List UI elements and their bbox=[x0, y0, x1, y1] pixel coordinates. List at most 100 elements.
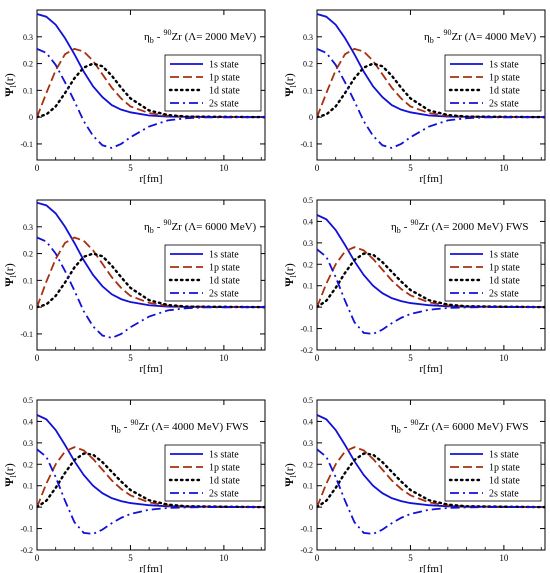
legend-label-1p: 1p state bbox=[209, 463, 240, 474]
y-tick-label: 0 bbox=[29, 503, 33, 512]
chart-panel-5: 0 5 10 -0.2 -0.1 0 0.1 0.2 0.3 0.4 0.5 r[fm] Ψl(r) ηb… bbox=[2, 396, 266, 573]
y-tick-label: 0.5 bbox=[23, 396, 33, 405]
series-line-1p bbox=[37, 446, 265, 509]
y-tick-label: 0.1 bbox=[23, 86, 33, 95]
x-axis-label: r[fm] bbox=[419, 563, 442, 573]
series-line-1s bbox=[37, 201, 265, 309]
y-axis-label: Ψl(r) bbox=[282, 73, 298, 97]
chart-title: ηb -90Zr (Λ= 6000 MeV) FWS bbox=[391, 418, 529, 435]
legend-label-2s: 2s state bbox=[209, 489, 239, 500]
x-axis-label: r[fm] bbox=[139, 173, 162, 185]
y-tick-label: 0.2 bbox=[23, 460, 33, 469]
series-line-1p bbox=[317, 47, 545, 119]
y-tick-label: -0.2 bbox=[300, 546, 313, 555]
y-tick-label: 0.1 bbox=[303, 282, 313, 291]
y-tick-label: 0.3 bbox=[303, 239, 313, 248]
x-axis-label: r[fm] bbox=[139, 363, 162, 375]
series-line-1d bbox=[317, 62, 545, 119]
x-tick-label: 0 bbox=[315, 163, 320, 173]
series-line-1d bbox=[37, 62, 265, 119]
plot-frame bbox=[316, 9, 546, 161]
y-axis-label: Ψl(r) bbox=[282, 263, 298, 287]
y-tick-label: 0.4 bbox=[303, 417, 313, 426]
legend-label-1p: 1p state bbox=[209, 263, 240, 274]
x-tick-label: 10 bbox=[219, 553, 229, 563]
plot-frame bbox=[36, 199, 266, 351]
y-tick-label: 0.1 bbox=[303, 482, 313, 491]
legend-label-2s: 2s state bbox=[489, 99, 519, 110]
y-tick-label: 0.4 bbox=[23, 417, 33, 426]
series-line-1s bbox=[317, 13, 545, 119]
y-tick-label: 0.1 bbox=[303, 86, 313, 95]
series-line-1s bbox=[37, 13, 265, 119]
chart-title: ηb -90Zr (Λ= 4000 MeV) bbox=[424, 28, 537, 45]
legend-label-1s: 1s state bbox=[209, 250, 239, 261]
x-axis-label: r[fm] bbox=[419, 173, 442, 185]
y-axis-label: Ψl(r) bbox=[2, 263, 18, 287]
x-axis-label: r[fm] bbox=[139, 563, 162, 573]
y-tick-label: 0.3 bbox=[23, 439, 33, 448]
y-tick-label: 0.2 bbox=[23, 60, 33, 69]
chart-title: ηb -90Zr (Λ= 4000 MeV) FWS bbox=[111, 418, 249, 435]
y-tick-label: -0.1 bbox=[20, 525, 33, 534]
chart-panel-2: 0 5 10 -0.1 0 0.1 0.2 0.3 r[fm] Ψl(r) ηb -90Zr (Λ= … bbox=[282, 9, 546, 185]
y-tick-label: 0.2 bbox=[303, 60, 313, 69]
y-tick-label: 0.2 bbox=[23, 250, 33, 259]
legend-label-2s: 2s state bbox=[489, 289, 519, 300]
series-line-1p bbox=[37, 236, 265, 309]
y-tick-label: -0.2 bbox=[300, 346, 313, 355]
legend-label-2s: 2s state bbox=[209, 289, 239, 300]
y-tick-label: -0.1 bbox=[20, 140, 33, 149]
y-tick-label: 0.1 bbox=[23, 482, 33, 491]
x-axis-label: r[fm] bbox=[419, 363, 442, 375]
legend-label-1p: 1p state bbox=[489, 463, 520, 474]
legend-label-1d: 1d state bbox=[209, 276, 240, 287]
series-line-1s bbox=[317, 414, 545, 509]
legend-label-2s: 2s state bbox=[209, 99, 239, 110]
legend-label-1d: 1d state bbox=[209, 476, 240, 487]
plot-frame bbox=[36, 9, 266, 161]
x-tick-label: 5 bbox=[408, 163, 413, 173]
legend-label-1s: 1s state bbox=[489, 450, 519, 461]
plot-frame bbox=[36, 399, 266, 551]
y-tick-label: -0.1 bbox=[20, 330, 33, 339]
y-tick-label: 0.3 bbox=[303, 439, 313, 448]
x-tick-label: 0 bbox=[35, 353, 40, 363]
y-tick-label: 0.4 bbox=[303, 217, 313, 226]
series-line-1p bbox=[37, 47, 265, 119]
y-tick-label: 0.3 bbox=[303, 33, 313, 42]
x-tick-label: 5 bbox=[128, 553, 133, 563]
legend-label-1p: 1p state bbox=[489, 73, 520, 84]
x-tick-label: 10 bbox=[499, 553, 509, 563]
chart-title: ηb -90Zr (Λ= 2000 MeV) bbox=[144, 28, 257, 45]
chart-panel-3: 0 5 10 -0.1 0 0.1 0.2 0.3 r[fm] Ψl(r) ηb -90Zr (Λ= … bbox=[2, 199, 266, 375]
series-line-1p bbox=[317, 446, 545, 509]
x-tick-label: 10 bbox=[499, 353, 509, 363]
y-tick-label: 0 bbox=[29, 303, 33, 312]
y-tick-label: 0 bbox=[309, 303, 313, 312]
y-axis-label: Ψl(r) bbox=[282, 463, 298, 487]
legend-label-1s: 1s state bbox=[489, 250, 519, 261]
series-line-2s bbox=[317, 248, 545, 335]
series-line-2s bbox=[317, 448, 545, 535]
legend-label-1d: 1d state bbox=[489, 476, 520, 487]
y-tick-label: -0.2 bbox=[20, 546, 33, 555]
x-tick-label: 5 bbox=[408, 553, 413, 563]
y-tick-label: 0.2 bbox=[303, 460, 313, 469]
legend-label-1s: 1s state bbox=[489, 60, 519, 71]
chart-panel-1: 0 5 10 -0.1 0 0.1 0.2 0.3 r[fm] Ψl(r) ηb -90Zr (Λ= … bbox=[2, 9, 266, 185]
y-axis-label: Ψl(r) bbox=[2, 73, 18, 97]
x-tick-label: 5 bbox=[128, 353, 133, 363]
series-line-1s bbox=[317, 214, 545, 309]
x-tick-label: 5 bbox=[128, 163, 133, 173]
y-tick-label: 0 bbox=[29, 113, 33, 122]
x-tick-label: 5 bbox=[408, 353, 413, 363]
plot-frame bbox=[316, 399, 546, 551]
legend-label-1p: 1p state bbox=[209, 73, 240, 84]
chart-panel-6: 0 5 10 -0.2 -0.1 0 0.1 0.2 0.3 0.4 0.5 r[fm] Ψl(r) ηb… bbox=[282, 396, 546, 573]
legend-label-1p: 1p state bbox=[489, 263, 520, 274]
x-tick-label: 10 bbox=[499, 163, 509, 173]
y-tick-label: 0 bbox=[309, 503, 313, 512]
y-tick-label: 0.1 bbox=[23, 276, 33, 285]
